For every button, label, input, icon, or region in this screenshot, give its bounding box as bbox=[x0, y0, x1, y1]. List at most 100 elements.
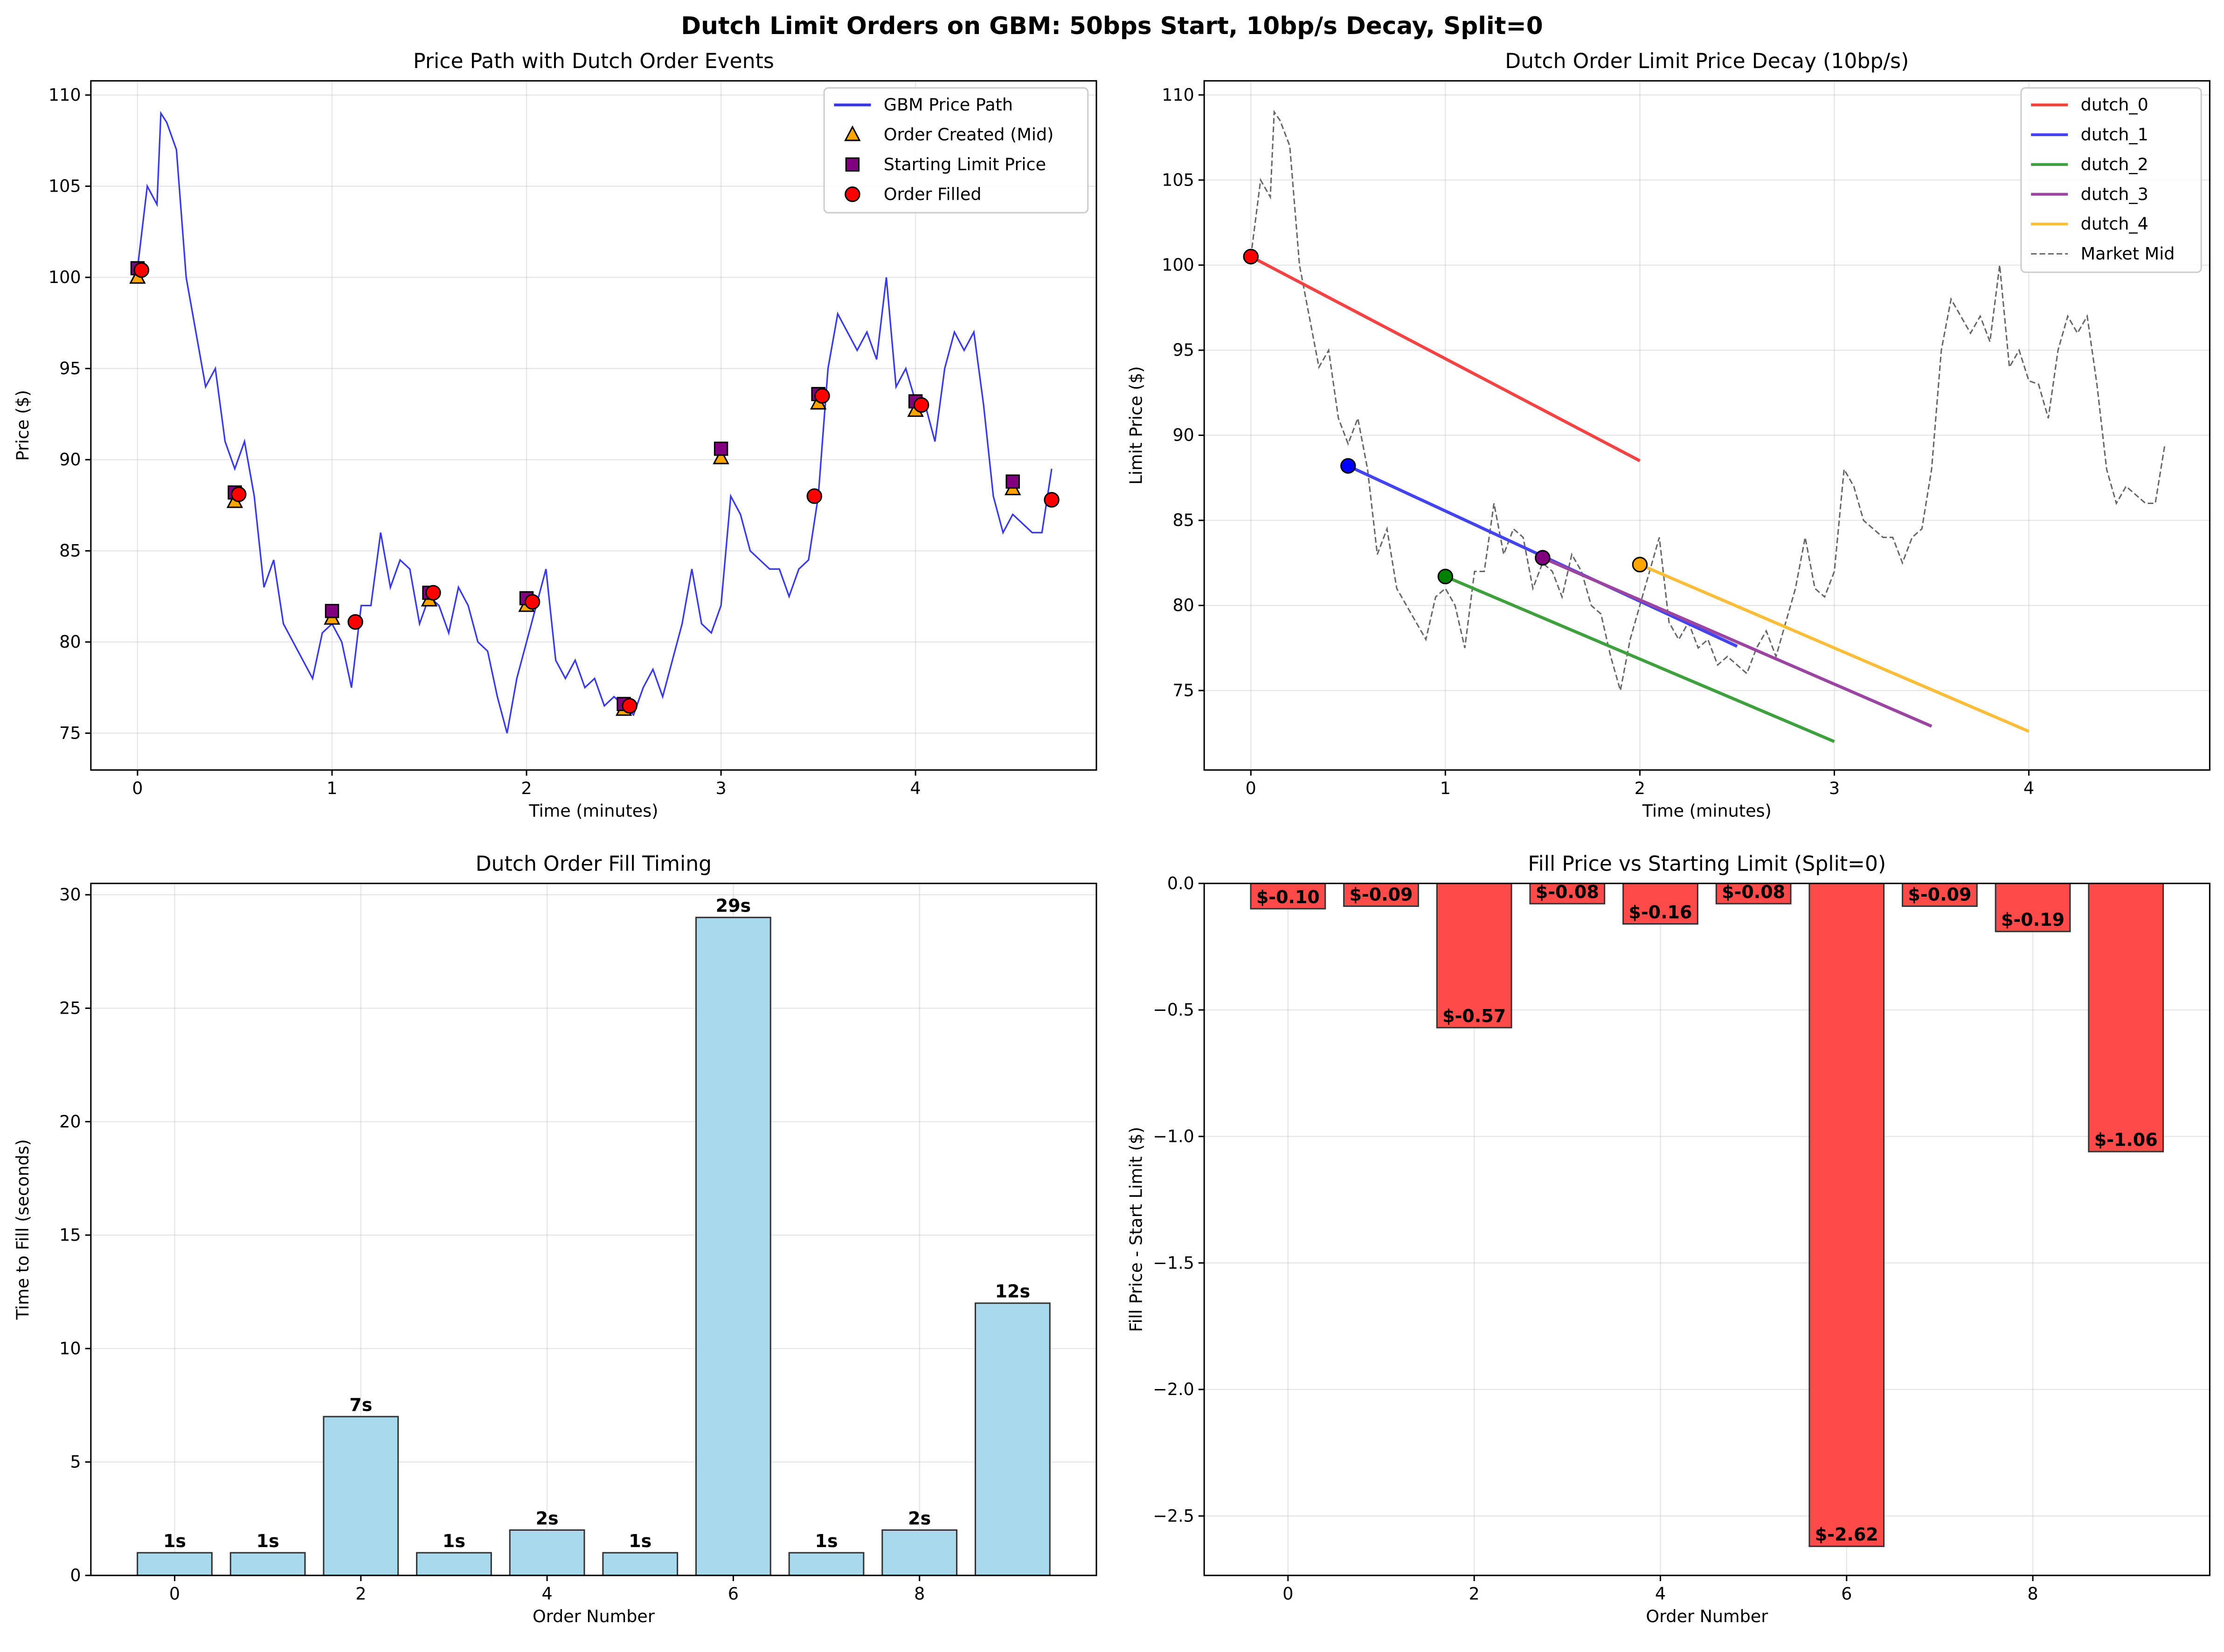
axes-frame bbox=[1203, 883, 2210, 1576]
axes-frame bbox=[90, 80, 1097, 771]
y-tick-label: 30 bbox=[59, 885, 81, 905]
y-tick-label: 85 bbox=[1172, 510, 1194, 530]
bar bbox=[974, 1302, 1051, 1576]
bar bbox=[1622, 883, 1698, 925]
x-tick-label: 8 bbox=[2027, 1583, 2038, 1604]
legend-label: dutch_1 bbox=[2081, 124, 2148, 145]
y-tick-label: 0 bbox=[70, 1565, 81, 1585]
bar bbox=[1902, 883, 1978, 907]
y-tick-label: 105 bbox=[48, 176, 81, 196]
x-tick-label: 0 bbox=[1246, 778, 1256, 798]
point bbox=[714, 442, 728, 456]
value-label: 7s bbox=[349, 1395, 372, 1415]
y-tick-label: −0.5 bbox=[1153, 1000, 1194, 1020]
x-tick-label: 8 bbox=[914, 1583, 925, 1604]
point bbox=[231, 486, 247, 502]
value-label: 1s bbox=[815, 1531, 838, 1551]
legend-label: dutch_2 bbox=[2081, 154, 2148, 174]
value-label: $-0.08 bbox=[1722, 882, 1785, 902]
y-axis-label: Limit Price ($) bbox=[1126, 366, 1146, 484]
point bbox=[347, 614, 363, 630]
y-tick-label: 0.0 bbox=[1167, 873, 1194, 893]
y-tick-label: 110 bbox=[48, 85, 81, 105]
legend-label: dutch_0 bbox=[2081, 95, 2148, 115]
value-label: $-0.08 bbox=[1536, 882, 1599, 902]
y-tick-label: 95 bbox=[59, 359, 81, 379]
y-tick-label: 110 bbox=[1162, 85, 1194, 105]
bar bbox=[509, 1529, 585, 1576]
x-axis-label: Order Number bbox=[1646, 1606, 1768, 1626]
value-label: 12s bbox=[995, 1281, 1031, 1302]
bar bbox=[695, 917, 771, 1576]
y-tick-label: −2.0 bbox=[1153, 1379, 1194, 1399]
bar bbox=[229, 1552, 306, 1576]
chart-title: Price Path with Dutch Order Events bbox=[413, 49, 774, 73]
x-tick-label: 2 bbox=[1635, 778, 1645, 798]
x-tick-label: 3 bbox=[1829, 778, 1840, 798]
y-tick-label: 80 bbox=[1172, 595, 1194, 615]
x-axis-label: Time (minutes) bbox=[528, 801, 658, 821]
legend-label: Order Created (Mid) bbox=[884, 124, 1054, 145]
point bbox=[425, 585, 441, 601]
start-point bbox=[1632, 557, 1648, 573]
x-tick-label: 3 bbox=[716, 778, 727, 798]
legend-marker bbox=[845, 186, 860, 202]
line bbox=[1250, 110, 2166, 691]
y-tick-label: 100 bbox=[1162, 255, 1194, 275]
start-point bbox=[1535, 550, 1551, 566]
point bbox=[133, 262, 149, 278]
bar bbox=[1529, 883, 1606, 905]
line bbox=[1250, 255, 1641, 463]
legend-label: GBM Price Path bbox=[884, 95, 1013, 115]
value-label: 1s bbox=[163, 1531, 186, 1551]
x-tick-label: 2 bbox=[355, 1583, 366, 1604]
bar bbox=[1343, 883, 1419, 907]
y-tick-label: −2.5 bbox=[1153, 1506, 1194, 1526]
bar bbox=[137, 1552, 213, 1576]
plot-area bbox=[1250, 110, 2166, 743]
value-label: 1s bbox=[443, 1531, 465, 1551]
point bbox=[325, 604, 339, 618]
point bbox=[806, 488, 823, 504]
x-tick-label: 4 bbox=[2023, 778, 2034, 798]
value-label: 1s bbox=[629, 1531, 651, 1551]
y-tick-label: −1.5 bbox=[1153, 1253, 1194, 1273]
y-tick-label: 85 bbox=[59, 541, 81, 561]
value-label: $-1.06 bbox=[2094, 1130, 2158, 1150]
y-axis-label: Time to Fill (seconds) bbox=[13, 1139, 33, 1320]
point bbox=[913, 397, 929, 413]
bar bbox=[1250, 883, 1326, 910]
bar bbox=[1436, 883, 1512, 1029]
plot-area bbox=[1250, 883, 2164, 1547]
axes-frame bbox=[90, 883, 1097, 1576]
chart-title: Dutch Order Limit Price Decay (10bp/s) bbox=[1505, 49, 1909, 73]
y-tick-label: 90 bbox=[59, 449, 81, 470]
x-tick-label: 6 bbox=[1841, 1583, 1852, 1604]
legend-box bbox=[823, 87, 1089, 214]
value-label: $-0.09 bbox=[1908, 884, 1971, 905]
x-tick-label: 0 bbox=[169, 1583, 180, 1604]
point bbox=[524, 594, 540, 610]
x-axis-label: Order Number bbox=[533, 1606, 655, 1626]
plot-area bbox=[137, 917, 1051, 1576]
legend-label: dutch_4 bbox=[2081, 214, 2148, 234]
value-label: $-0.16 bbox=[1628, 902, 1692, 922]
line bbox=[1445, 575, 1835, 743]
x-tick-label: 0 bbox=[132, 778, 143, 798]
x-tick-label: 4 bbox=[1655, 1583, 1666, 1604]
value-label: 2s bbox=[908, 1508, 931, 1528]
chart-title: Fill Price vs Starting Limit (Split=0) bbox=[1528, 852, 1886, 876]
y-tick-label: 75 bbox=[1172, 680, 1194, 700]
point bbox=[713, 448, 729, 464]
bar bbox=[1808, 883, 1885, 1547]
bar bbox=[788, 1552, 865, 1576]
plot-area bbox=[137, 111, 1053, 733]
value-label: 1s bbox=[256, 1531, 279, 1551]
y-tick-label: 20 bbox=[59, 1112, 81, 1132]
y-axis-label: Fill Price - Start Limit ($) bbox=[1126, 1127, 1146, 1332]
start-point bbox=[1243, 249, 1259, 265]
figure-title: Dutch Limit Orders on GBM: 50bps Start, … bbox=[681, 12, 1543, 40]
x-tick-label: 6 bbox=[728, 1583, 739, 1604]
bar bbox=[602, 1552, 679, 1576]
